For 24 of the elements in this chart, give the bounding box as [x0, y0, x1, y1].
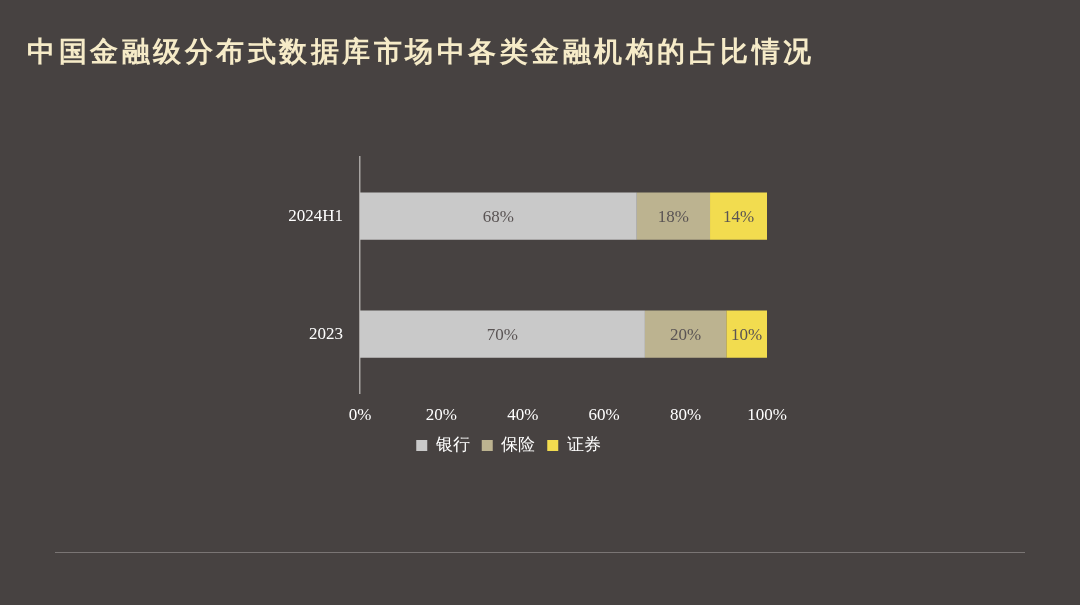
chart-title: 中国金融级分布式数据库市场中各类金融机构的占比情况: [27, 35, 815, 69]
x-tick-label: 20%: [425, 404, 457, 424]
y-tick-label: 2023: [309, 323, 343, 343]
bar: [726, 310, 767, 358]
legend-label: 银行: [434, 434, 470, 454]
x-tick-label: 0%: [348, 404, 372, 424]
legend-label: 证券: [566, 434, 601, 454]
x-tick-label: 60%: [588, 404, 620, 424]
x-tick-label: 40%: [507, 404, 539, 424]
x-tick-label: 100%: [747, 404, 787, 424]
x-tick-label: 80%: [670, 404, 702, 424]
data-label: 20%: [670, 324, 702, 344]
data-label: 10%: [731, 324, 763, 344]
bar: [710, 192, 767, 240]
data-label: 70%: [486, 324, 519, 344]
bar: [360, 310, 645, 358]
legend-label: 保险: [501, 434, 536, 454]
data-label: 18%: [657, 206, 689, 226]
bar: [636, 192, 711, 240]
bar: [360, 192, 637, 240]
bar: [644, 310, 727, 358]
data-label: 14%: [722, 206, 755, 226]
data-label: 68%: [482, 206, 514, 226]
y-tick-label: 2024H1: [288, 205, 343, 225]
